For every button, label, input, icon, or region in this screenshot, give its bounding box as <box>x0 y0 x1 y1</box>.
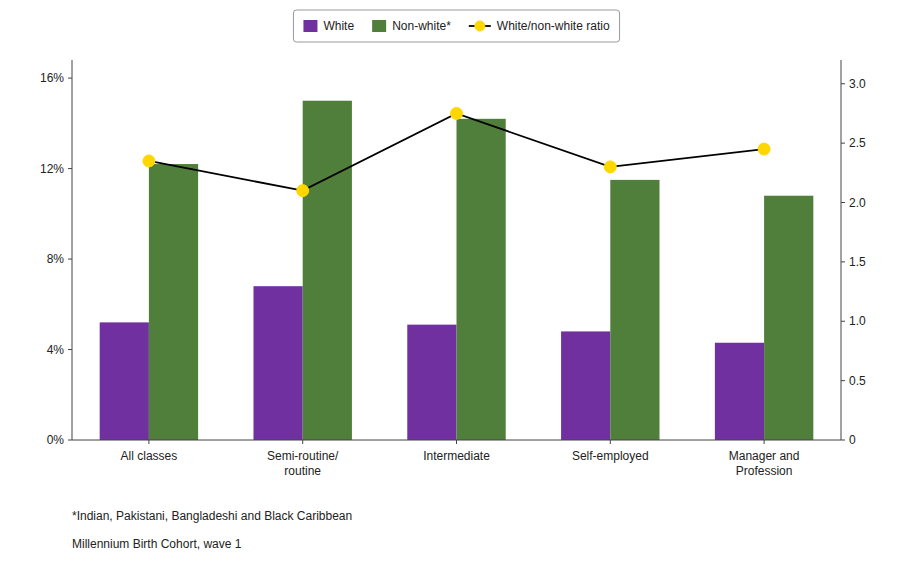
bar <box>303 101 352 440</box>
y-tick-label: 8% <box>47 252 65 266</box>
y2-tick <box>841 380 845 381</box>
y-tick <box>68 259 72 260</box>
y2-tick-label: 2.0 <box>849 196 866 210</box>
bar <box>149 164 198 440</box>
y2-tick <box>841 202 845 203</box>
x-tick-label-line: routine <box>284 464 321 478</box>
y2-tick <box>841 440 845 441</box>
legend-swatch <box>475 21 485 31</box>
x-tick-label: Semi-routine/routine <box>267 449 339 478</box>
legend-label: Non-white* <box>392 19 451 33</box>
x-tick <box>456 440 457 444</box>
y-tick <box>68 440 72 441</box>
x-tick-label: Manager andProfession <box>729 449 800 478</box>
x-tick-label-line: Manager and <box>729 449 800 463</box>
ratio-marker <box>143 155 155 167</box>
y-tick-label: 12% <box>40 162 64 176</box>
x-tick-label: Intermediate <box>423 449 490 463</box>
bar <box>764 196 813 440</box>
x-tick-label-line: All classes <box>121 449 178 463</box>
bar <box>407 325 456 440</box>
chart: 0% 4% 8% 12% 16% 0 0.5 1.0 1.5 2.0 2.5 3.0 All class… <box>0 0 913 588</box>
x-tick-label-line: Profession <box>736 464 793 478</box>
x-tick <box>302 440 303 444</box>
legend: White Non-white* White/non-white ratio <box>293 10 619 42</box>
y-tick-label: 4% <box>47 343 65 357</box>
y2-tick-label: 2.5 <box>849 136 866 150</box>
bar <box>457 119 506 440</box>
y2-tick <box>841 321 845 322</box>
y2-tick-label: 0.5 <box>849 374 866 388</box>
x-tick <box>610 440 611 444</box>
x-tick-label-line: Semi-routine/ <box>267 449 339 463</box>
y2-tick-label: 1.5 <box>849 255 866 269</box>
ratio-line <box>149 113 764 190</box>
y-tick <box>68 78 72 79</box>
y2-tick <box>841 261 845 262</box>
legend-label: White <box>323 19 354 33</box>
plot-area <box>100 101 814 440</box>
x-tick-label-line: Self-employed <box>572 449 649 463</box>
y2-tick <box>841 143 845 144</box>
x-tick-label: Self-employed <box>572 449 649 463</box>
ratio-marker <box>758 143 770 155</box>
y2-tick-label: 0 <box>849 433 856 447</box>
y-tick <box>68 349 72 350</box>
legend-label: White/non-white ratio <box>497 19 610 33</box>
bar <box>561 331 610 440</box>
bar <box>253 286 302 440</box>
legend-swatch <box>303 20 317 32</box>
ratio-marker <box>604 161 616 173</box>
bar <box>100 322 149 440</box>
legend-swatch <box>372 20 386 32</box>
footnote: *Indian, Pakistani, Bangladeshi and Blac… <box>72 509 352 523</box>
footnote: Millennium Birth Cohort, wave 1 <box>72 537 242 551</box>
legend-frame <box>293 10 619 42</box>
y-tick-label: 0% <box>47 433 65 447</box>
x-tick-label: All classes <box>121 449 178 463</box>
x-tick <box>764 440 765 444</box>
y2-tick <box>841 83 845 84</box>
ratio-marker <box>451 107 463 119</box>
y-tick-label: 16% <box>40 71 64 85</box>
x-tick <box>148 440 149 444</box>
background <box>0 0 913 588</box>
bar <box>610 180 659 440</box>
y2-axis-line <box>841 60 842 440</box>
x-tick-label-line: Intermediate <box>423 449 490 463</box>
y-tick <box>68 168 72 169</box>
ratio-marker <box>297 185 309 197</box>
bar <box>715 343 764 440</box>
y2-tick-label: 1.0 <box>849 314 866 328</box>
y-axis-line <box>72 60 73 440</box>
y2-tick-label: 3.0 <box>849 77 866 91</box>
